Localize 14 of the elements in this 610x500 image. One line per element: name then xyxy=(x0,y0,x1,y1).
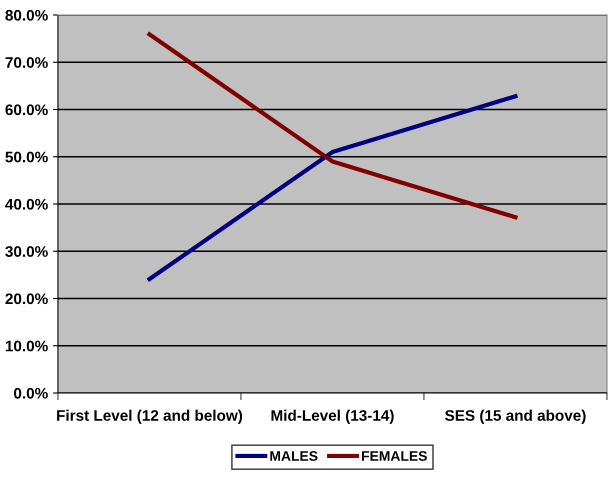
x-tick-label: Mid-Level (13-14) xyxy=(272,410,394,424)
y-tick-label: 60.0% xyxy=(5,104,48,116)
y-tick-label: 10.0% xyxy=(6,340,48,352)
x-tick-label: SES (15 and above) xyxy=(445,410,586,424)
y-tick-label: 40.0% xyxy=(5,198,48,210)
legend-label: FEMALES xyxy=(362,451,427,461)
y-tick-label: 30.0% xyxy=(5,246,48,257)
y-tick-label: 50.0% xyxy=(5,152,48,162)
y-tick-label: 80.0% xyxy=(5,10,48,21)
y-tick-label: 70.0% xyxy=(6,57,48,68)
y-tick-label: 0.0% xyxy=(14,388,48,399)
legend-label: MALES xyxy=(270,451,318,461)
x-tick-label: First Level (12 and below) xyxy=(57,410,242,424)
y-tick-label: 20.0% xyxy=(5,293,48,304)
